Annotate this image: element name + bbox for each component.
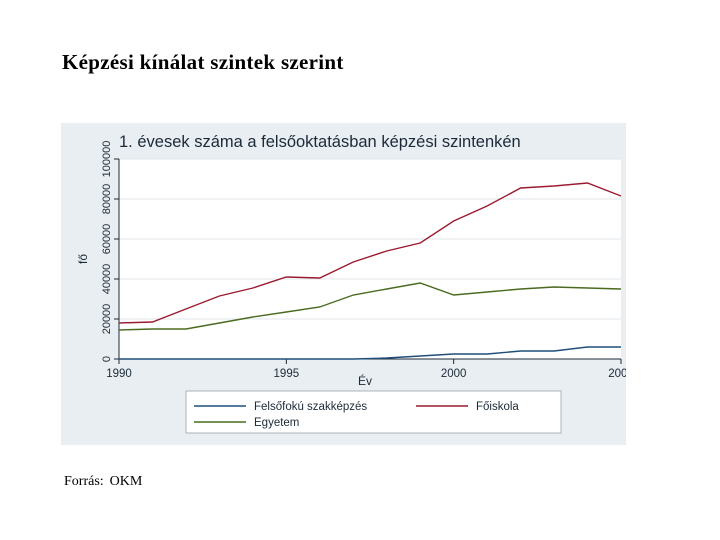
- legend-label: Főiskola: [476, 401, 519, 413]
- source-value: OKM: [109, 474, 143, 489]
- y-tick-label: 80000: [101, 184, 113, 215]
- y-axis: 0 20000 40000 60000 80000 100000: [101, 141, 120, 362]
- x-tick-label: 2005: [608, 368, 626, 380]
- plot-area: [119, 159, 621, 359]
- line-chart: 1. évesek száma a felsőoktatásban képzés…: [76, 133, 634, 434]
- source-note: Forrás: OKM: [64, 474, 142, 490]
- y-tick-label: 20000: [101, 304, 113, 335]
- x-tick-label: 1995: [274, 368, 300, 380]
- legend-label: Egyetem: [254, 417, 299, 429]
- x-tick-label: 1990: [106, 368, 132, 380]
- x-tick-label: 2000: [441, 368, 467, 380]
- legend-box: [185, 390, 562, 434]
- x-axis-label: Év: [358, 373, 372, 388]
- series-lines: [118, 182, 622, 360]
- y-axis-label: fő: [76, 254, 90, 264]
- source-label: Forrás:: [64, 474, 104, 489]
- chart-panel: 1. évesek száma a felsőoktatásban képzés…: [61, 123, 634, 445]
- series-line-0: [119, 346, 621, 360]
- legend: Felsőfokú szakképzés Főiskola Egyetem: [185, 390, 562, 434]
- y-tick-label: 100000: [101, 141, 113, 178]
- y-tick-label: 60000: [101, 224, 113, 255]
- series-line-1: [118, 182, 622, 324]
- chart-title: 1. évesek száma a felsőoktatásban képzés…: [119, 133, 521, 151]
- y-tick-label: 0: [101, 356, 113, 362]
- slide-title: Képzési kínálat szintek szerint: [62, 50, 344, 74]
- series-line-2: [118, 282, 622, 331]
- legend-label: Felsőfokú szakképzés: [254, 401, 367, 413]
- y-tick-label: 40000: [101, 264, 113, 295]
